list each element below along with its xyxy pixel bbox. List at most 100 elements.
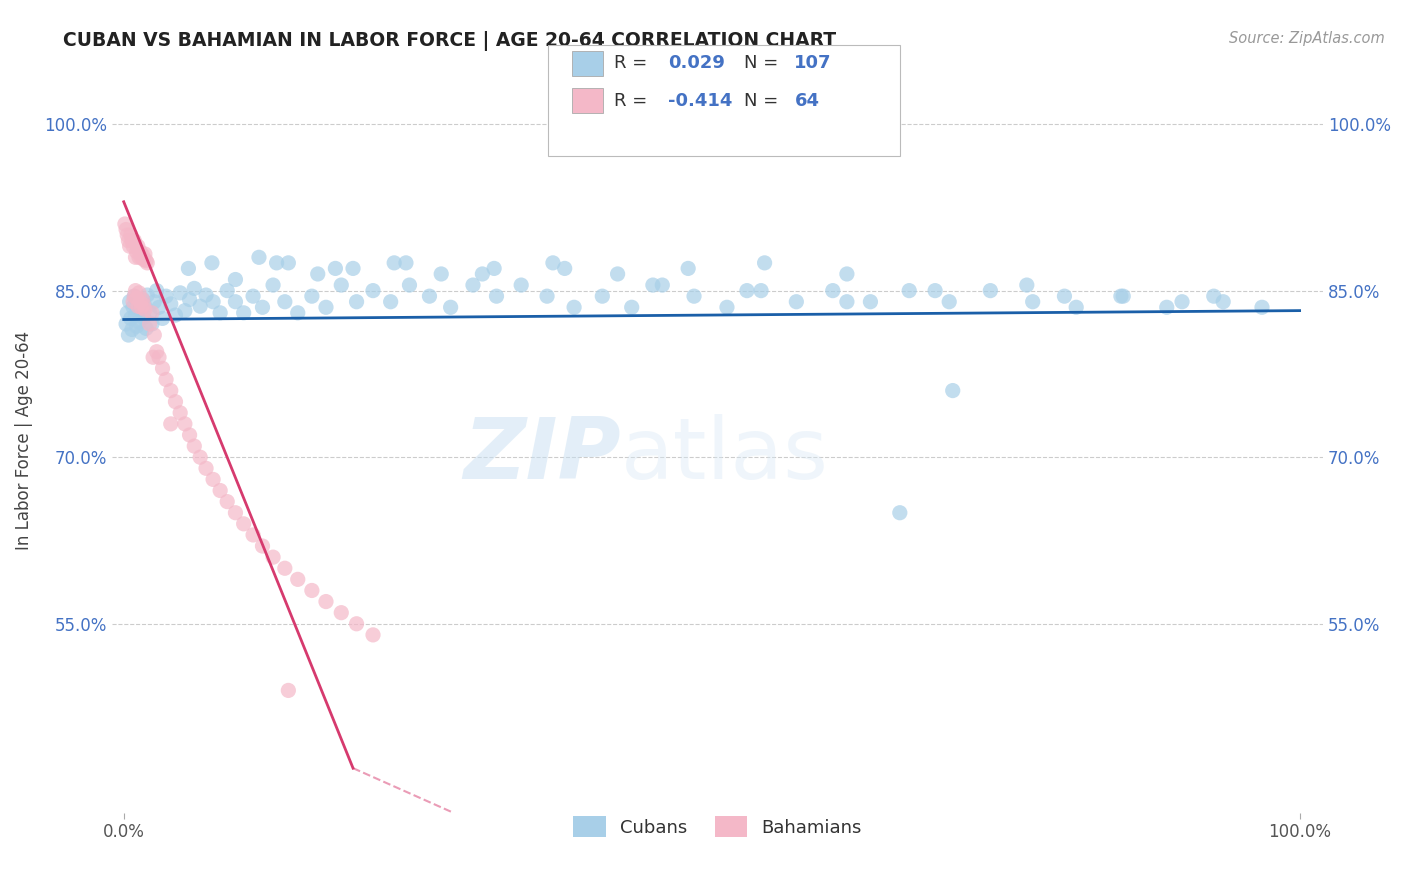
- Point: [117, 228, 139, 243]
- Point: [127, 297, 149, 311]
- Point: [143, 294, 166, 309]
- Point: [287, 306, 309, 320]
- Point: [942, 384, 965, 398]
- Point: [117, 328, 139, 343]
- Point: [1202, 289, 1225, 303]
- Point: [301, 583, 323, 598]
- Point: [277, 683, 299, 698]
- Point: [173, 303, 195, 318]
- Point: [129, 303, 152, 318]
- Point: [127, 299, 149, 313]
- Point: [136, 288, 159, 302]
- Point: [124, 284, 146, 298]
- Text: R =: R =: [614, 54, 654, 72]
- Point: [418, 289, 440, 303]
- Point: [554, 261, 576, 276]
- Point: [859, 294, 882, 309]
- Point: [124, 308, 146, 322]
- Point: [749, 284, 772, 298]
- Text: atlas: atlas: [620, 414, 828, 497]
- Point: [247, 250, 270, 264]
- Point: [125, 244, 148, 259]
- Point: [606, 267, 628, 281]
- Point: [131, 293, 153, 307]
- Point: [169, 406, 191, 420]
- Point: [242, 528, 264, 542]
- Point: [173, 417, 195, 431]
- Point: [117, 234, 139, 248]
- Point: [155, 289, 177, 303]
- Point: [124, 289, 146, 303]
- Point: [835, 267, 858, 281]
- Point: [201, 256, 224, 270]
- Text: R =: R =: [614, 92, 654, 110]
- Point: [143, 328, 166, 343]
- Point: [315, 594, 337, 608]
- Point: [169, 285, 191, 300]
- Point: [242, 289, 264, 303]
- Point: [536, 289, 558, 303]
- Point: [125, 319, 148, 334]
- Point: [232, 516, 254, 531]
- Point: [188, 450, 211, 465]
- Point: [346, 616, 368, 631]
- Text: Source: ZipAtlas.com: Source: ZipAtlas.com: [1229, 31, 1385, 46]
- Point: [1015, 278, 1038, 293]
- Point: [676, 261, 699, 276]
- Point: [124, 250, 146, 264]
- Point: [485, 289, 508, 303]
- Point: [122, 300, 145, 314]
- Point: [115, 317, 138, 331]
- Point: [155, 372, 177, 386]
- Text: N =: N =: [744, 54, 783, 72]
- Point: [135, 321, 157, 335]
- Point: [835, 294, 858, 309]
- Point: [202, 472, 225, 486]
- Y-axis label: In Labor Force | Age 20-64: In Labor Force | Age 20-64: [15, 331, 32, 550]
- Point: [121, 322, 143, 336]
- Point: [118, 239, 141, 253]
- Text: 107: 107: [794, 54, 832, 72]
- Point: [134, 299, 156, 313]
- Point: [1212, 294, 1234, 309]
- Point: [562, 300, 585, 314]
- Point: [132, 298, 155, 312]
- Point: [122, 239, 145, 253]
- Text: 64: 64: [794, 92, 820, 110]
- Point: [141, 317, 163, 331]
- Point: [114, 217, 136, 231]
- Point: [217, 284, 239, 298]
- Point: [471, 267, 494, 281]
- Point: [232, 306, 254, 320]
- Point: [510, 278, 533, 293]
- Point: [148, 351, 170, 365]
- Point: [342, 261, 364, 276]
- Text: N =: N =: [744, 92, 783, 110]
- Point: [165, 394, 187, 409]
- Point: [325, 261, 347, 276]
- Point: [252, 539, 274, 553]
- Point: [330, 606, 353, 620]
- Point: [287, 573, 309, 587]
- Point: [1171, 294, 1194, 309]
- Point: [301, 289, 323, 303]
- Point: [128, 250, 150, 264]
- Point: [128, 285, 150, 300]
- Point: [252, 300, 274, 314]
- Point: [145, 344, 167, 359]
- Point: [202, 294, 225, 309]
- Point: [138, 306, 160, 320]
- Point: [183, 281, 205, 295]
- Point: [134, 247, 156, 261]
- Point: [924, 284, 946, 298]
- Point: [979, 284, 1001, 298]
- Point: [641, 278, 664, 293]
- Point: [361, 284, 384, 298]
- Point: [735, 284, 758, 298]
- Point: [217, 494, 239, 508]
- Point: [134, 302, 156, 317]
- Point: [1251, 300, 1274, 314]
- Point: [440, 300, 463, 314]
- Point: [398, 278, 420, 293]
- Point: [209, 306, 232, 320]
